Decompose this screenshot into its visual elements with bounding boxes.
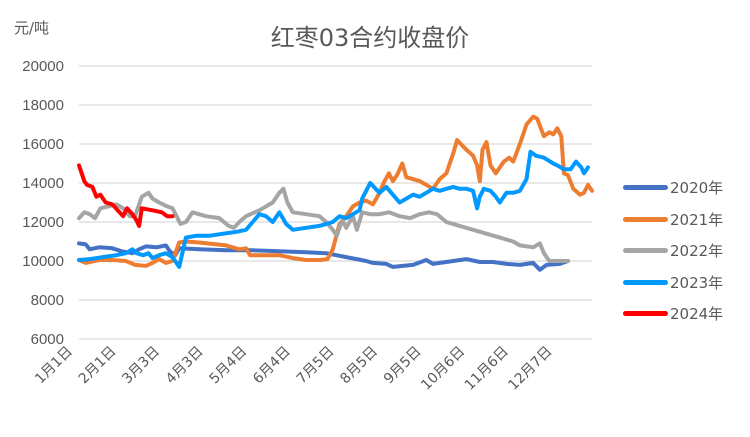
series-line-2023年 xyxy=(77,149,590,269)
legend-label-2021: 2021年 xyxy=(670,210,724,229)
y-tick-label: 14000 xyxy=(22,175,64,192)
x-tick-label: 11月6日 xyxy=(462,344,512,394)
x-tick-label: 3月3日 xyxy=(119,344,163,388)
chart-title-text: 红枣03合约收盘价 xyxy=(270,24,470,52)
series-lines xyxy=(77,114,594,272)
x-tick-label: 12月7日 xyxy=(505,344,555,394)
legend-swatch-2020 xyxy=(623,185,668,191)
legend-label-2020: 2020年 xyxy=(670,179,724,198)
legend-item-2024: 2024年 xyxy=(623,298,723,330)
chart-title: 红枣03合约收盘价 xyxy=(0,18,750,53)
y-tick-label: 12000 xyxy=(22,214,64,231)
series-line-2024年 xyxy=(77,163,175,228)
y-tick-label: 16000 xyxy=(22,136,64,153)
y-axis-tick-labels: 20000 18000 16000 14000 12000 10000 8000 6000 xyxy=(22,58,64,348)
legend-item-2022: 2022年 xyxy=(623,235,723,267)
x-tick-label: 10月6日 xyxy=(418,344,468,394)
y-tick-label: 18000 xyxy=(22,97,64,114)
y-tick-label: 6000 xyxy=(31,331,64,348)
legend-label-2024: 2024年 xyxy=(670,305,724,324)
series-line-2022年 xyxy=(77,186,570,263)
x-tick-label: 4月3日 xyxy=(163,344,207,388)
y-axis-unit-label: 元/吨 xyxy=(14,19,50,37)
legend-label-2022: 2022年 xyxy=(670,242,724,261)
x-tick-label: 8月5日 xyxy=(337,344,381,388)
legend-swatch-2024 xyxy=(623,311,668,317)
legend-swatch-2023 xyxy=(623,279,668,285)
x-tick-label: 9月5日 xyxy=(381,344,425,388)
legend-item-2023: 2023年 xyxy=(623,267,723,299)
chart-legend: 2020年 2021年 2022年 2023年 2024年 xyxy=(623,172,723,330)
x-tick-label: 5月4日 xyxy=(207,344,251,388)
y-tick-label: 20000 xyxy=(22,58,64,75)
legend-label-2023: 2023年 xyxy=(670,273,724,292)
x-axis-tick-labels: 1月1日 2月1日 3月3日 4月3日 5月4日 6月4日 7月5日 8月5日 9月5日10月6… xyxy=(32,344,555,394)
legend-item-2021: 2021年 xyxy=(623,204,723,236)
y-tick-label: 8000 xyxy=(31,292,64,309)
x-tick-label: 2月1日 xyxy=(76,344,120,388)
legend-swatch-2021 xyxy=(623,216,668,222)
x-tick-label: 6月4日 xyxy=(250,344,294,388)
legend-swatch-2022 xyxy=(623,248,668,254)
legend-item-2020: 2020年 xyxy=(623,172,723,204)
x-tick-label: 1月1日 xyxy=(32,344,76,388)
y-tick-label: 10000 xyxy=(22,253,64,270)
x-tick-label: 7月5日 xyxy=(294,344,338,388)
